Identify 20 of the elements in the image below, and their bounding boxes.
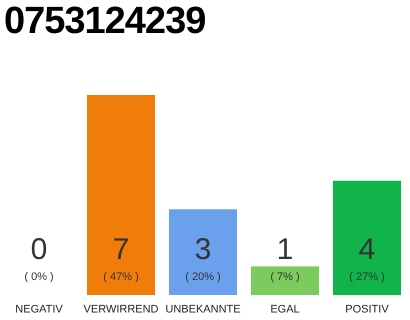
data-label: 7	[112, 233, 130, 266]
x-tick-label: POSITIV	[345, 304, 390, 316]
data-label: 4	[358, 233, 376, 266]
data-label: 0	[30, 233, 48, 266]
chart-title: 0753124239	[4, 0, 206, 43]
annotation: ( 0% )	[24, 271, 54, 283]
bar	[332, 180, 401, 295]
x-tick-label: NEGATIV	[15, 304, 64, 316]
x-tick-label: VERWIRREND	[84, 304, 159, 316]
annotation: ( 47% )	[103, 271, 139, 283]
annotation: ( 20% )	[185, 271, 221, 283]
annotation: ( 7% )	[270, 271, 300, 283]
data-label: 3	[194, 233, 212, 266]
x-tick-label: UNBEKANNTE	[165, 304, 241, 316]
bar	[168, 209, 238, 295]
bar	[250, 266, 320, 295]
data-label: 1	[276, 233, 294, 266]
bar	[86, 95, 156, 295]
annotation: ( 27% )	[349, 271, 385, 283]
x-tick-label: EGAL	[270, 304, 300, 316]
